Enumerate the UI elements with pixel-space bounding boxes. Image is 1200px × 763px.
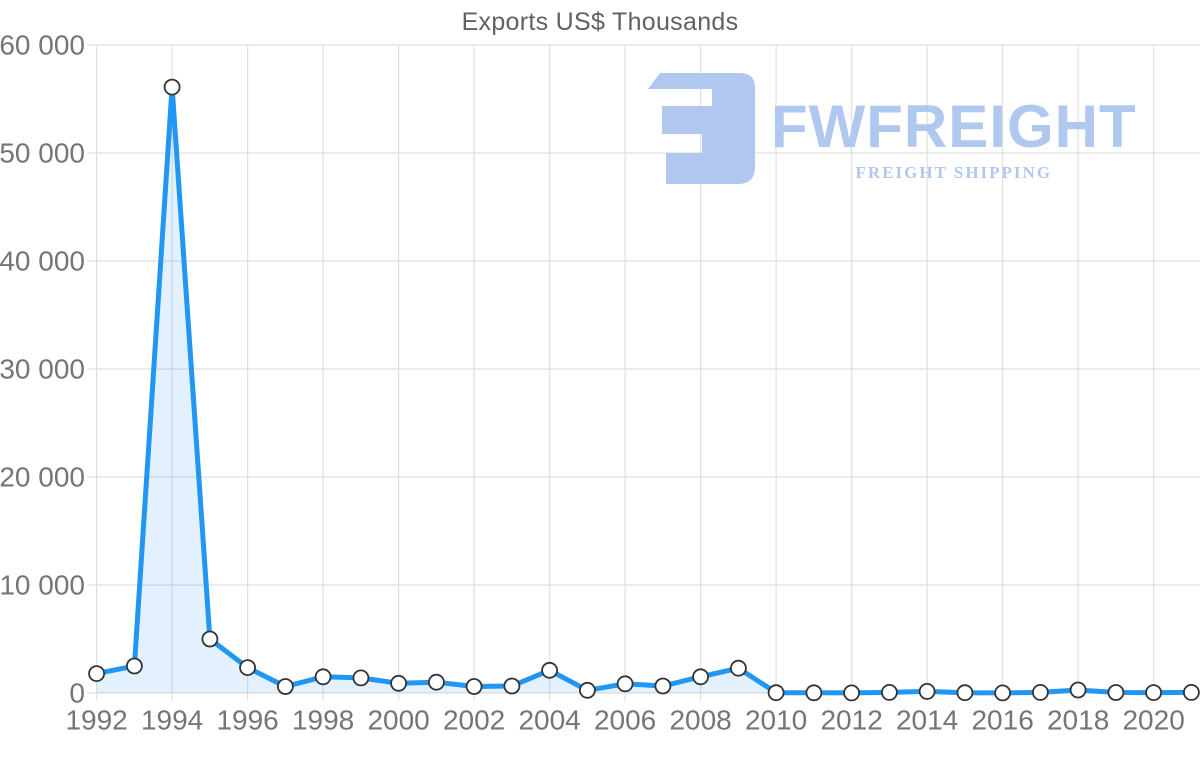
- data-point[interactable]: [654, 677, 672, 695]
- x-tick-label: 2012: [820, 705, 882, 736]
- data-point[interactable]: [390, 674, 408, 692]
- data-point[interactable]: [1145, 684, 1162, 701]
- x-tick-label: 1994: [141, 705, 203, 736]
- data-point[interactable]: [427, 673, 445, 691]
- y-tick-label: 0: [69, 678, 85, 709]
- x-tick-label: 2004: [518, 705, 580, 736]
- data-point[interactable]: [805, 684, 823, 702]
- data-point[interactable]: [881, 684, 898, 701]
- data-point[interactable]: [1107, 684, 1125, 701]
- x-tick-label: 2010: [745, 705, 807, 736]
- y-tick-label: 60 000: [0, 30, 85, 61]
- chart-title: Exports US$ Thousands: [461, 8, 739, 36]
- data-point[interactable]: [314, 668, 332, 686]
- x-tick-label: 2018: [1047, 705, 1109, 736]
- data-point[interactable]: [1069, 681, 1087, 699]
- x-tick-label: 2016: [971, 705, 1033, 736]
- data-point[interactable]: [352, 669, 370, 687]
- data-point[interactable]: [276, 678, 294, 695]
- y-tick-label: 20 000: [0, 462, 85, 493]
- x-tick-label: 1996: [216, 705, 278, 736]
- y-tick-label: 40 000: [0, 246, 85, 277]
- data-point[interactable]: [465, 678, 483, 695]
- data-point[interactable]: [163, 78, 181, 96]
- x-tick-label: 2020: [1122, 705, 1184, 736]
- data-point[interactable]: [579, 681, 596, 699]
- data-point[interactable]: [201, 630, 219, 648]
- data-point[interactable]: [767, 684, 785, 702]
- series-area: [96, 87, 1192, 694]
- data-point[interactable]: [956, 684, 974, 702]
- x-tick-label: 2008: [669, 705, 731, 736]
- data-point[interactable]: [239, 659, 257, 676]
- x-tick-label: 2006: [594, 705, 656, 736]
- x-tick-label: 1998: [292, 705, 354, 736]
- data-point[interactable]: [541, 661, 558, 679]
- data-point[interactable]: [843, 684, 860, 702]
- y-tick-label: 10 000: [0, 570, 85, 601]
- x-tick-label: 2000: [367, 705, 429, 736]
- data-point[interactable]: [503, 677, 521, 695]
- data-point[interactable]: [692, 668, 709, 686]
- data-point[interactable]: [730, 659, 747, 677]
- y-tick-label: 50 000: [0, 138, 85, 169]
- data-point[interactable]: [918, 683, 936, 700]
- data-point[interactable]: [88, 665, 105, 682]
- x-tick-label: 1992: [65, 705, 127, 736]
- data-point[interactable]: [616, 675, 634, 693]
- x-tick-label: 2002: [443, 705, 505, 736]
- data-point[interactable]: [994, 684, 1011, 702]
- data-point[interactable]: [1183, 684, 1200, 701]
- data-point[interactable]: [1032, 684, 1049, 701]
- data-point[interactable]: [125, 657, 143, 675]
- x-tick-label: 2014: [896, 705, 958, 736]
- series-line: [94, 84, 1194, 696]
- y-tick-label: 30 000: [0, 354, 85, 385]
